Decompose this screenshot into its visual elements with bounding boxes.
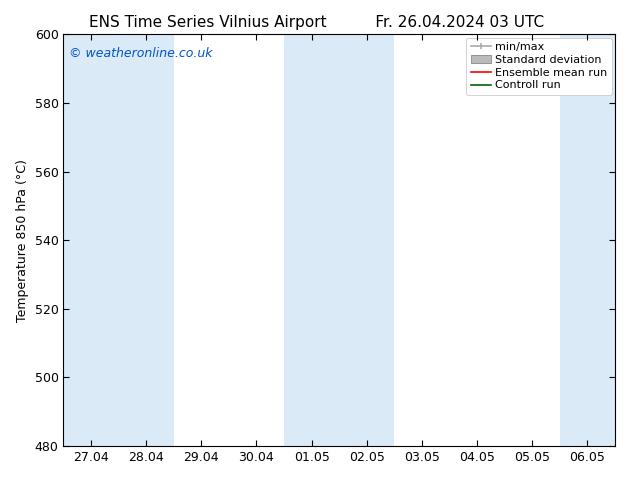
Text: © weatheronline.co.uk: © weatheronline.co.uk — [69, 47, 212, 60]
Text: ENS Time Series Vilnius Airport          Fr. 26.04.2024 03 UTC: ENS Time Series Vilnius Airport Fr. 26.0… — [89, 15, 545, 30]
Bar — [63, 34, 119, 446]
Bar — [119, 34, 174, 446]
Y-axis label: Temperature 850 hPa (°C): Temperature 850 hPa (°C) — [16, 159, 29, 321]
Bar — [560, 34, 615, 446]
Legend: min/max, Standard deviation, Ensemble mean run, Controll run: min/max, Standard deviation, Ensemble me… — [466, 38, 612, 95]
Bar — [284, 34, 394, 446]
